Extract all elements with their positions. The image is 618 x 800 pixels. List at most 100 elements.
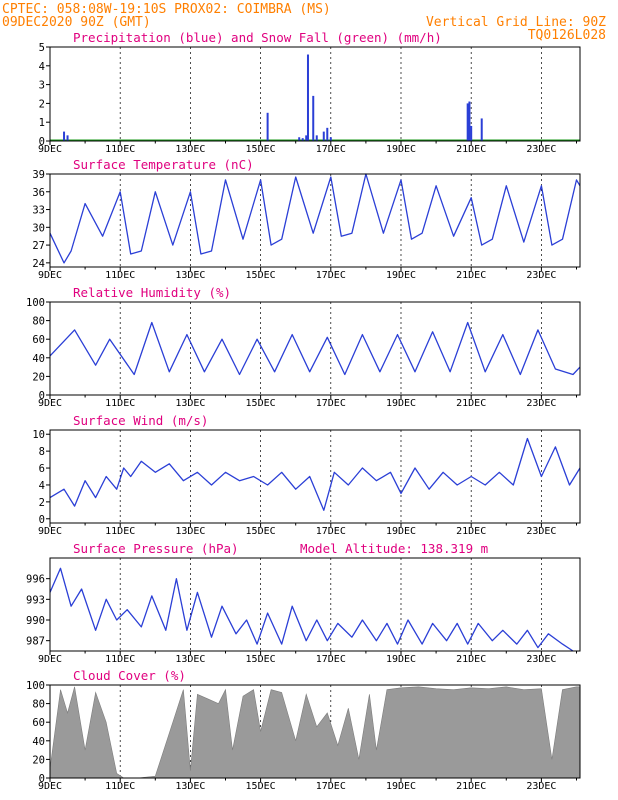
press-ytick-label: 993 — [26, 594, 45, 606]
rh-frame — [49, 301, 581, 396]
press-ytick-label: 990 — [26, 615, 45, 627]
precip-bar — [326, 127, 329, 141]
rh-xtick-label: 19DEC — [386, 398, 416, 409]
temp-xtick-label: 15DEC — [246, 270, 276, 281]
precip-bar — [466, 103, 469, 141]
temp-ytick-label: 33 — [32, 205, 45, 217]
wind-ytick-label: 2 — [39, 497, 45, 509]
wind-xtick-label: 19DEC — [386, 526, 416, 537]
cloud-xtick-label: 21DEC — [456, 781, 486, 792]
press-xtick-label: 11DEC — [105, 654, 135, 665]
wind-title: Surface Wind (m/s) — [73, 413, 208, 428]
precip-bar — [468, 101, 471, 141]
cloud-xtick-label: 15DEC — [246, 781, 276, 792]
wind-xtick-label: 9DEC — [38, 526, 62, 537]
wind-frame — [49, 429, 581, 524]
wind-xtick-label: 11DEC — [105, 526, 135, 537]
precip-bar — [306, 54, 309, 141]
precip-xtick-label: 11DEC — [105, 144, 135, 155]
press-title: Surface Pressure (hPa) — [73, 541, 239, 556]
precip-bar — [301, 138, 304, 141]
wind-ytick-label: 4 — [39, 480, 45, 492]
rh-xtick-label: 11DEC — [105, 398, 135, 409]
precip-bar — [470, 125, 473, 141]
temp-ytick-label: 27 — [32, 240, 45, 252]
cloud-ytick-label: 0 — [39, 773, 45, 785]
precip-title: Precipitation (blue) and Snow Fall (gree… — [73, 30, 442, 45]
precip-bar — [66, 135, 69, 141]
temp-ytick-label: 39 — [32, 169, 45, 181]
panels: Precipitation (blue) and Snow Fall (gree… — [26, 30, 581, 792]
precip-xtick-label: 15DEC — [246, 144, 276, 155]
precip-panel: Precipitation (blue) and Snow Fall (gree… — [38, 30, 581, 155]
temp-title: Surface Temperature (nC) — [73, 157, 254, 172]
precip-xtick-label: 21DEC — [456, 144, 486, 155]
rh-xtick-label: 23DEC — [526, 398, 556, 409]
header-grid-line: Vertical Grid Line: 90Z — [426, 15, 606, 30]
temp-xtick-label: 21DEC — [456, 270, 486, 281]
temp-xtick-label: 11DEC — [105, 270, 135, 281]
cloud-xtick-label: 11DEC — [105, 781, 135, 792]
precip-ytick-label: 2 — [39, 98, 45, 110]
press-panel: Surface Pressure (hPa) Model Altitude: 13… — [26, 541, 581, 665]
cloud-ytick-label: 20 — [32, 754, 45, 766]
press-ytick-label: 996 — [26, 574, 45, 586]
precip-frame — [49, 46, 581, 142]
precip-ytick-label: 3 — [39, 80, 45, 92]
press-series-line — [49, 567, 574, 652]
wind-ytick-label: 8 — [39, 446, 45, 458]
temp-xtick-label: 23DEC — [526, 270, 556, 281]
temp-xtick-label: 19DEC — [386, 270, 416, 281]
precip-ytick-label: 4 — [39, 61, 45, 73]
rh-title: Relative Humidity (%) — [73, 285, 231, 300]
precip-bar — [480, 118, 483, 141]
precip-bar — [315, 135, 318, 141]
precip-xtick-label: 13DEC — [175, 144, 205, 155]
temp-ytick-label: 24 — [32, 258, 45, 270]
temp-xtick-label: 17DEC — [316, 270, 346, 281]
cloud-ytick-label: 60 — [32, 717, 45, 729]
header-date: 09DEC2020 90Z (GMT) — [2, 15, 151, 30]
cloud-xtick-label: 17DEC — [316, 781, 346, 792]
temp-ytick-label: 30 — [32, 222, 45, 234]
temp-frame — [49, 173, 581, 268]
temp-xtick-label: 9DEC — [38, 270, 62, 281]
rh-ytick-label: 60 — [32, 334, 45, 346]
wind-ytick-label: 6 — [39, 463, 45, 475]
precip-bar — [312, 95, 315, 141]
rh-panel: Relative Humidity (%) 9DEC 11DEC 13DEC 15DEC… — [26, 285, 581, 409]
cloud-xtick-label: 19DEC — [386, 781, 416, 792]
cloud-frame — [49, 684, 581, 779]
temp-panel: Surface Temperature (nC) 9DEC 11DEC 13DEC 15… — [32, 157, 581, 281]
cloud-xtick-label: 13DEC — [175, 781, 205, 792]
precip-bar — [305, 135, 308, 141]
precip-ytick-label: 1 — [39, 117, 45, 129]
precip-ytick-label: 0 — [39, 136, 45, 148]
rh-xtick-label: 21DEC — [456, 398, 486, 409]
temp-ytick-label: 36 — [32, 187, 45, 199]
cloud-title: Cloud Cover (%) — [73, 668, 186, 683]
press-xtick-label: 17DEC — [316, 654, 346, 665]
rh-xtick-label: 13DEC — [175, 398, 205, 409]
press-xtick-label: 19DEC — [386, 654, 416, 665]
press-xtick-label: 13DEC — [175, 654, 205, 665]
precip-bar — [63, 131, 66, 141]
wind-panel: Surface Wind (m/s) 9DEC 11DEC 13DEC 15DEC 17D… — [32, 413, 581, 537]
wind-xtick-label: 23DEC — [526, 526, 556, 537]
rh-xtick-label: 9DEC — [38, 398, 62, 409]
wind-xtick-label: 17DEC — [316, 526, 346, 537]
rh-ytick-label: 40 — [32, 353, 45, 365]
press-xtick-label: 9DEC — [38, 654, 62, 665]
wind-xtick-label: 21DEC — [456, 526, 486, 537]
cloud-xtick-label: 9DEC — [38, 781, 62, 792]
press-frame — [49, 557, 581, 652]
press-annotation: Model Altitude: 138.319 m — [300, 541, 488, 556]
rh-ytick-label: 100 — [26, 297, 45, 309]
wind-xtick-label: 15DEC — [246, 526, 276, 537]
precip-bar — [266, 112, 269, 141]
precip-xtick-label: 23DEC — [526, 144, 556, 155]
rh-ytick-label: 0 — [39, 390, 45, 402]
cloud-area — [49, 686, 581, 779]
wind-ytick-label: 0 — [39, 514, 45, 526]
